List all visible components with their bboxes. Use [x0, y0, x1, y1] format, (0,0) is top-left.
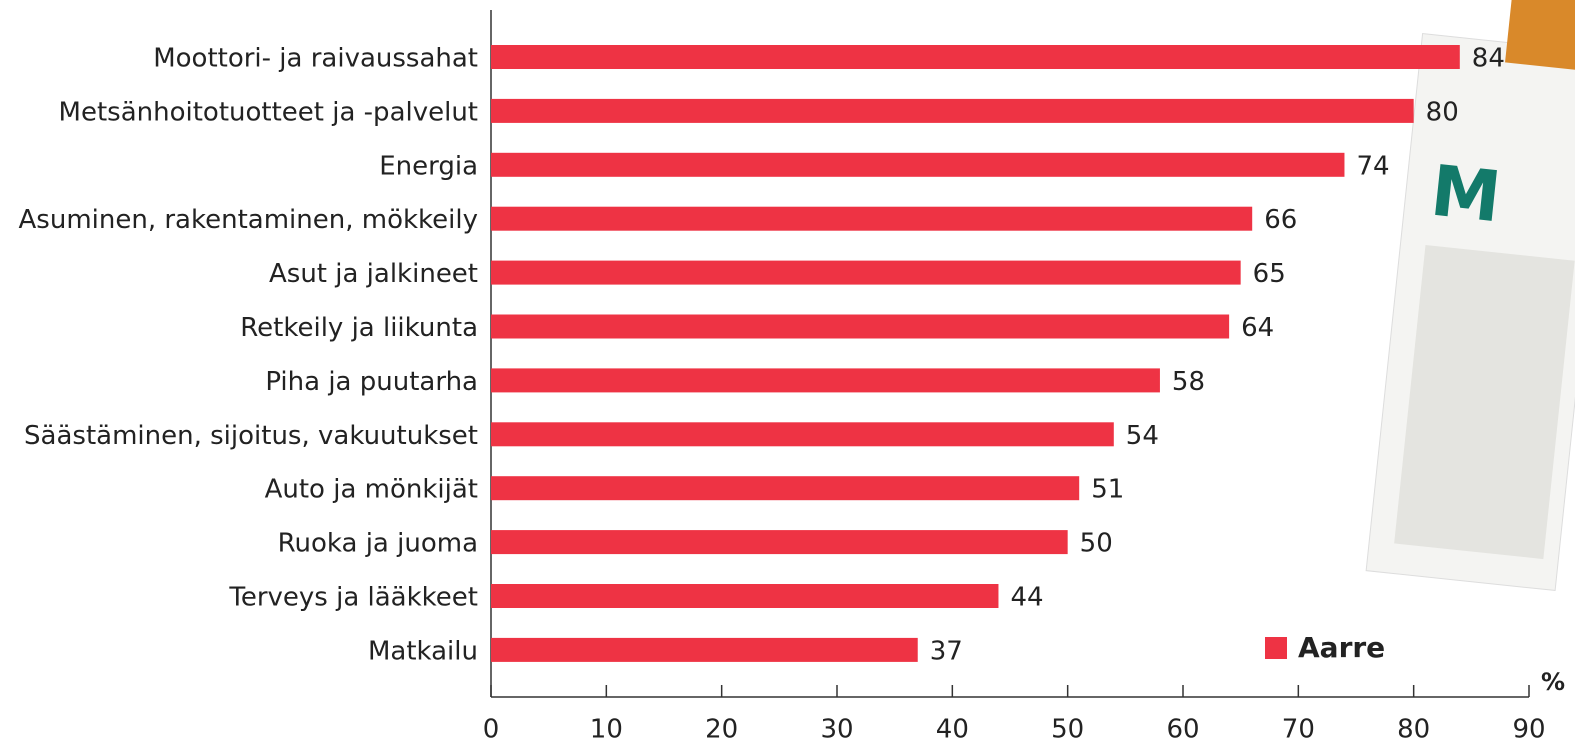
bar — [491, 530, 1068, 555]
value-label: 37 — [930, 636, 963, 666]
bar — [491, 260, 1241, 285]
value-label: 44 — [1010, 583, 1043, 613]
value-label: 84 — [1472, 44, 1505, 74]
bar — [491, 422, 1114, 447]
y-tick-label: Matkailu — [368, 636, 478, 666]
bar — [491, 584, 999, 608]
y-tick-label: Asuminen, rakentaminen, mökkeily — [19, 205, 478, 235]
legend-label: Aarre — [1298, 631, 1385, 664]
y-tick-label: Retkeily ja liikunta — [240, 313, 478, 343]
x-tick-label: 10 — [590, 715, 623, 745]
y-tick-label: Piha ja puutarha — [265, 367, 478, 397]
y-tick-label: Säästäminen, sijoitus, vakuutukset — [24, 421, 478, 451]
value-label: 64 — [1241, 313, 1274, 343]
magazine-text-block — [1394, 245, 1575, 560]
y-tick-label: Asut ja jalkineet — [269, 259, 478, 289]
y-tick-label: Ruoka ja juoma — [278, 529, 478, 559]
value-label: 66 — [1264, 205, 1297, 235]
y-tick-label: Terveys ja lääkkeet — [228, 583, 478, 613]
value-label: 51 — [1091, 475, 1124, 505]
bar — [491, 98, 1414, 123]
bar — [491, 314, 1230, 339]
bar — [491, 368, 1160, 393]
y-tick-label: Energia — [379, 151, 478, 181]
x-tick-label: 20 — [705, 715, 738, 745]
x-tick-label: 50 — [1051, 715, 1084, 745]
x-tick-label: 70 — [1282, 715, 1315, 745]
y-tick-label: Auto ja mönkijät — [265, 475, 478, 505]
x-tick-label: 0 — [483, 715, 500, 745]
bar — [491, 152, 1345, 177]
bar — [491, 45, 1460, 69]
x-tick-label: 80 — [1397, 715, 1430, 745]
x-tick-label: 90 — [1512, 715, 1545, 745]
value-label: 54 — [1126, 421, 1159, 451]
x-tick-label: 30 — [820, 715, 853, 745]
bar — [491, 637, 918, 662]
legend-swatch — [1265, 637, 1287, 659]
value-label: 50 — [1080, 529, 1113, 559]
bar — [491, 206, 1253, 231]
y-tick-label: Moottori- ja raivaussahat — [153, 44, 478, 74]
value-label: 58 — [1172, 367, 1205, 397]
value-label: 65 — [1253, 259, 1286, 289]
x-axis-unit: % — [1541, 668, 1565, 696]
magazine-cover — [1505, 0, 1575, 74]
magazine-photo: M — [1365, 0, 1575, 592]
y-tick-label: Metsänhoitotuotteet ja -palvelut — [59, 97, 478, 127]
value-label: 80 — [1426, 97, 1459, 127]
magazine-initial: M — [1427, 150, 1505, 239]
value-label: 74 — [1356, 151, 1389, 181]
x-tick-label: 60 — [1166, 715, 1199, 745]
bar — [491, 476, 1080, 501]
x-tick-label: 40 — [936, 715, 969, 745]
